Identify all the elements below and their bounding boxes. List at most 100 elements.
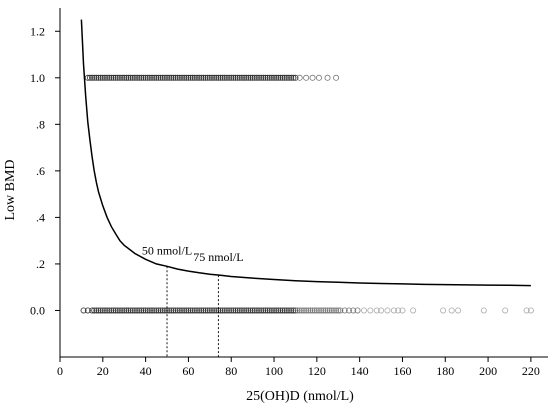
data-point-low-bmd bbox=[230, 74, 237, 81]
data-point-normal-bmd bbox=[121, 307, 128, 314]
data-point-normal-bmd bbox=[275, 307, 282, 314]
data-point-low-bmd bbox=[279, 74, 286, 81]
data-point-normal-bmd bbox=[161, 307, 168, 314]
data-point-low-bmd bbox=[89, 74, 96, 81]
data-point-normal-bmd bbox=[243, 307, 250, 314]
curve-layer bbox=[80, 19, 531, 287]
data-point-normal-bmd bbox=[159, 307, 166, 314]
data-point-normal-bmd bbox=[337, 307, 344, 314]
data-point-normal-bmd bbox=[204, 307, 211, 314]
data-point-normal-bmd bbox=[300, 307, 307, 314]
data-point-normal-bmd bbox=[200, 307, 207, 314]
data-point-normal-bmd bbox=[211, 307, 218, 314]
data-point-normal-bmd bbox=[273, 307, 280, 314]
data-point-low-bmd bbox=[193, 74, 200, 81]
data-point-normal-bmd bbox=[168, 307, 175, 314]
fitted-curve bbox=[80, 19, 531, 287]
data-point-low-bmd bbox=[99, 74, 106, 81]
data-point-normal-bmd bbox=[330, 307, 337, 314]
data-point-normal-bmd bbox=[166, 307, 173, 314]
data-point-low-bmd bbox=[211, 74, 218, 81]
data-point-low-bmd bbox=[215, 74, 222, 81]
data-point-low-bmd bbox=[164, 74, 171, 81]
data-point-normal-bmd bbox=[114, 307, 121, 314]
data-point-normal-bmd bbox=[232, 307, 239, 314]
data-point-low-bmd bbox=[129, 74, 136, 81]
data-point-normal-bmd bbox=[373, 307, 380, 314]
ticks: 0 20 40 60 80 100 120 140 160 180 200 220 0.0 .2 .4 .6.… bbox=[30, 24, 540, 378]
data-point-normal-bmd bbox=[256, 307, 263, 314]
data-point-normal-bmd bbox=[268, 307, 275, 314]
data-point-low-bmd bbox=[281, 74, 288, 81]
data-point-low-bmd bbox=[170, 74, 177, 81]
data-point-normal-bmd bbox=[106, 307, 113, 314]
data-point-low-bmd bbox=[187, 74, 194, 81]
data-point-low-bmd bbox=[266, 74, 273, 81]
data-point-normal-bmd bbox=[241, 307, 248, 314]
data-point-low-bmd bbox=[236, 74, 243, 81]
points-layer bbox=[80, 74, 534, 314]
data-point-low-bmd bbox=[264, 74, 271, 81]
y-tick-label: .8 bbox=[36, 117, 45, 131]
data-point-low-bmd bbox=[183, 74, 190, 81]
data-point-normal-bmd bbox=[245, 307, 252, 314]
x-axis-title: 25(OH)D (nmol/L) bbox=[246, 389, 354, 404]
data-point-normal-bmd bbox=[97, 307, 104, 314]
data-point-normal-bmd bbox=[144, 307, 151, 314]
data-point-normal-bmd bbox=[123, 307, 130, 314]
data-point-normal-bmd bbox=[226, 307, 233, 314]
y-tick-label: 0.0 bbox=[30, 303, 45, 317]
data-point-normal-bmd bbox=[279, 307, 286, 314]
data-point-low-bmd bbox=[108, 74, 115, 81]
data-point-normal-bmd bbox=[384, 307, 391, 314]
data-point-normal-bmd bbox=[142, 307, 149, 314]
data-point-normal-bmd bbox=[230, 307, 237, 314]
data-point-low-bmd bbox=[251, 74, 258, 81]
data-point-low-bmd bbox=[123, 74, 130, 81]
data-point-normal-bmd bbox=[399, 307, 406, 314]
data-point-normal-bmd bbox=[298, 307, 305, 314]
data-point-low-bmd bbox=[172, 74, 179, 81]
data-point-low-bmd bbox=[178, 74, 185, 81]
data-point-low-bmd bbox=[324, 74, 331, 81]
data-point-low-bmd bbox=[93, 74, 100, 81]
data-point-low-bmd bbox=[303, 74, 310, 81]
data-point-normal-bmd bbox=[322, 307, 329, 314]
data-point-low-bmd bbox=[262, 74, 269, 81]
data-point-normal-bmd bbox=[189, 307, 196, 314]
data-point-low-bmd bbox=[245, 74, 252, 81]
data-point-low-bmd bbox=[241, 74, 248, 81]
data-point-normal-bmd bbox=[395, 307, 402, 314]
data-point-normal-bmd bbox=[198, 307, 205, 314]
data-point-normal-bmd bbox=[350, 307, 357, 314]
data-point-normal-bmd bbox=[281, 307, 288, 314]
data-point-normal-bmd bbox=[303, 307, 310, 314]
data-point-low-bmd bbox=[127, 74, 134, 81]
data-point-normal-bmd bbox=[185, 307, 192, 314]
data-point-normal-bmd bbox=[360, 307, 367, 314]
x-tick-label: 160 bbox=[393, 364, 411, 378]
data-point-normal-bmd bbox=[223, 307, 230, 314]
data-point-low-bmd bbox=[157, 74, 164, 81]
data-point-normal-bmd bbox=[333, 307, 340, 314]
data-point-low-bmd bbox=[256, 74, 263, 81]
data-point-normal-bmd bbox=[253, 307, 260, 314]
x-tick-label: 200 bbox=[479, 364, 497, 378]
data-point-normal-bmd bbox=[208, 307, 215, 314]
data-point-low-bmd bbox=[185, 74, 192, 81]
x-tick-label: 80 bbox=[225, 364, 237, 378]
data-point-normal-bmd bbox=[271, 307, 278, 314]
data-point-low-bmd bbox=[288, 74, 295, 81]
data-point-normal-bmd bbox=[108, 307, 115, 314]
data-point-normal-bmd bbox=[129, 307, 136, 314]
data-point-normal-bmd bbox=[390, 307, 397, 314]
data-point-normal-bmd bbox=[313, 307, 320, 314]
data-point-normal-bmd bbox=[320, 307, 327, 314]
data-point-normal-bmd bbox=[236, 307, 243, 314]
data-point-low-bmd bbox=[253, 74, 260, 81]
data-point-low-bmd bbox=[202, 74, 209, 81]
data-point-normal-bmd bbox=[127, 307, 134, 314]
data-point-low-bmd bbox=[112, 74, 119, 81]
data-point-normal-bmd bbox=[138, 307, 145, 314]
data-point-normal-bmd bbox=[101, 307, 108, 314]
